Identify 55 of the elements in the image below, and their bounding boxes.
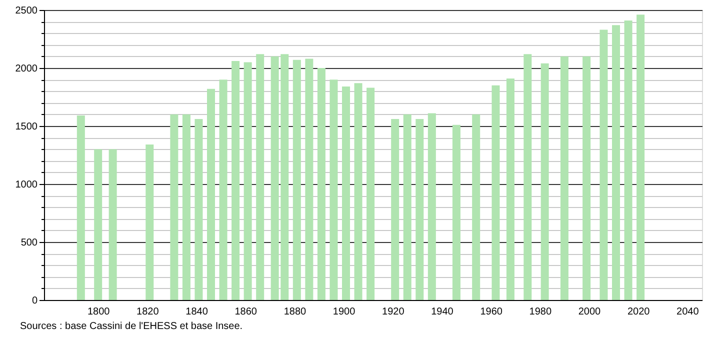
bar: [330, 80, 338, 300]
bar: [403, 114, 412, 300]
x-tick-label: 1880: [284, 306, 307, 318]
bar: [170, 114, 178, 300]
bar: [624, 20, 632, 300]
x-tick-label: 2000: [578, 306, 602, 318]
x-tick-label: 1920: [382, 306, 405, 318]
x-tick-label: 2020: [627, 306, 650, 318]
bar: [219, 80, 228, 300]
x-tick-label: 1960: [480, 306, 503, 318]
bar: [612, 25, 620, 300]
bar: [524, 54, 532, 300]
x-tick-label: 2040: [676, 306, 700, 318]
x-tick-label: 1900: [332, 306, 356, 318]
bar: [342, 86, 350, 300]
bar: [207, 88, 215, 300]
y-tick-label: 2500: [15, 6, 38, 16]
bar: [428, 113, 436, 300]
bar: [317, 68, 326, 300]
bar: [305, 58, 314, 300]
bar: [391, 119, 400, 300]
y-tick-label: 0: [32, 296, 38, 306]
x-tick-label: 1940: [431, 306, 454, 318]
bar: [492, 85, 500, 300]
y-tick-label: 2000: [15, 64, 38, 74]
source-note: Sources : base Cassini de l'EHESS et base Insee.: [20, 321, 243, 332]
x-tick-label: 1980: [529, 306, 552, 318]
bar: [540, 63, 549, 300]
bar: [76, 116, 85, 300]
bar: [292, 60, 301, 300]
bar: [636, 14, 645, 300]
bar: [244, 62, 252, 300]
bar: [94, 149, 102, 300]
bar: [560, 56, 568, 300]
bar: [194, 119, 203, 300]
bar: [472, 114, 480, 300]
bar: [452, 124, 460, 300]
y-tick-label: 500: [20, 238, 38, 248]
bar: [146, 144, 154, 300]
bar: [582, 56, 591, 300]
bar: [506, 78, 514, 300]
x-tick-label: 1840: [186, 306, 208, 318]
y-tick-label: 1500: [15, 122, 38, 132]
x-tick-label: 1820: [136, 306, 160, 318]
bar: [354, 83, 362, 300]
bar: [366, 88, 375, 300]
x-tick-label: 1800: [87, 306, 110, 318]
bar: [416, 119, 424, 300]
bar: [256, 54, 264, 300]
bar: [182, 114, 190, 300]
bar: [232, 61, 240, 300]
bar: [108, 149, 117, 300]
bar: [600, 30, 608, 300]
x-tick-label: 1860: [234, 306, 258, 318]
y-tick-label: 1000: [15, 180, 38, 190]
